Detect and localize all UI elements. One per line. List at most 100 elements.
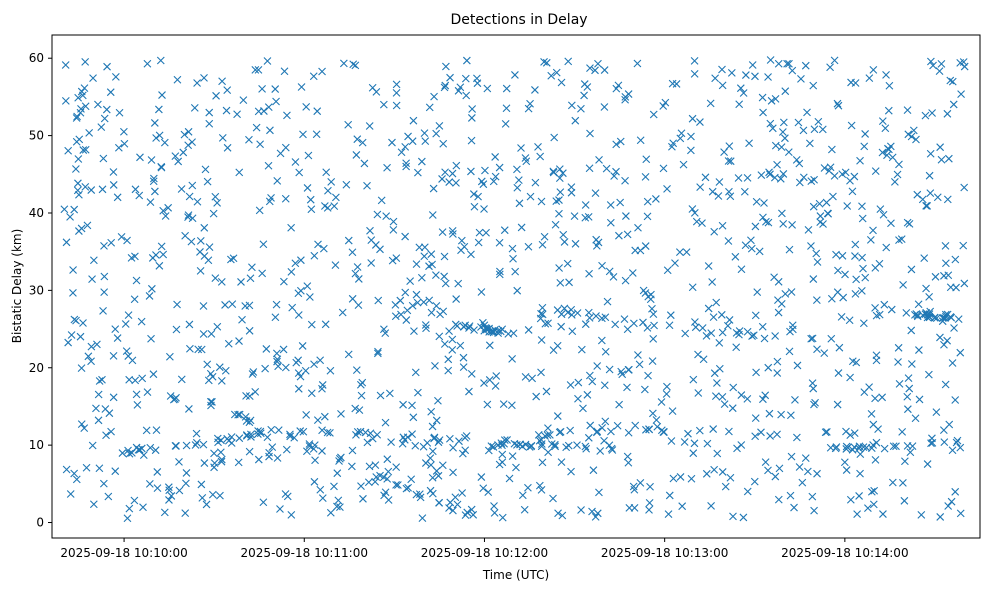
- scatter-point: [409, 413, 418, 422]
- scatter-point: [776, 174, 785, 183]
- scatter-point: [538, 458, 547, 467]
- scatter-point: [903, 441, 912, 450]
- scatter-point: [109, 393, 118, 402]
- scatter-point: [616, 137, 625, 146]
- scatter-point: [540, 57, 548, 66]
- scatter-point: [597, 336, 606, 345]
- scatter-point: [852, 275, 861, 284]
- scatter-point: [221, 366, 230, 375]
- scatter-point: [850, 429, 859, 437]
- scatter-point: [557, 458, 566, 467]
- scatter-point: [408, 430, 417, 438]
- scatter-point: [373, 349, 382, 358]
- scatter-point: [251, 66, 260, 74]
- scatter-point: [555, 264, 563, 272]
- scatter-point: [271, 313, 280, 322]
- scatter-point: [567, 101, 576, 110]
- scatter-point: [946, 313, 955, 321]
- scatter-point: [302, 447, 311, 456]
- y-tick-label: 60: [29, 51, 44, 65]
- scatter-point: [148, 254, 157, 262]
- scatter-point: [79, 146, 88, 154]
- scatter-point: [418, 514, 427, 523]
- scatter-point: [367, 259, 376, 267]
- scatter-point: [538, 240, 547, 249]
- scatter-point: [376, 391, 385, 400]
- scatter-point: [618, 370, 627, 379]
- scatter-point: [640, 385, 649, 394]
- scatter-point: [495, 460, 504, 469]
- scatter-point: [491, 153, 500, 161]
- scatter-point: [77, 364, 86, 373]
- scatter-point: [571, 116, 580, 125]
- scatter-point: [865, 383, 874, 392]
- scatter-point: [467, 505, 476, 514]
- x-axis-label: Time (UTC): [482, 568, 549, 582]
- scatter-point: [94, 100, 102, 109]
- scatter-point: [570, 212, 579, 220]
- scatter-point: [280, 67, 289, 76]
- scatter-point: [467, 250, 475, 259]
- scatter-point: [848, 187, 857, 196]
- scatter-point: [67, 331, 76, 339]
- scatter-point: [326, 366, 335, 375]
- scatter-point: [223, 143, 232, 152]
- scatter-point: [469, 190, 478, 198]
- scatter-point: [832, 443, 841, 451]
- scatter-point: [913, 190, 922, 199]
- scatter-point: [903, 106, 912, 115]
- scatter-point: [114, 143, 123, 152]
- scatter-point: [903, 392, 912, 401]
- scatter-point: [901, 457, 909, 466]
- scatter-point: [303, 282, 312, 290]
- scatter-point: [279, 277, 288, 286]
- scatter-point: [537, 197, 546, 206]
- scatter-point: [217, 277, 226, 286]
- scatter-point: [774, 308, 783, 317]
- scatter-point: [187, 237, 196, 246]
- scatter-point: [890, 177, 899, 186]
- scatter-point: [477, 177, 486, 186]
- scatter-point: [234, 410, 242, 419]
- scatter-point: [164, 203, 173, 212]
- scatter-point: [213, 434, 222, 443]
- scatter-point: [757, 171, 766, 180]
- scatter-point: [913, 312, 922, 321]
- scatter-point: [555, 165, 564, 173]
- scatter-point: [607, 444, 616, 453]
- scatter-point: [263, 57, 272, 65]
- scatter-point: [559, 169, 567, 178]
- scatter-point: [408, 301, 417, 310]
- scatter-point: [152, 134, 161, 142]
- scatter-point: [636, 136, 645, 145]
- scatter-point: [695, 426, 704, 435]
- scatter-point: [213, 322, 222, 331]
- scatter-point: [616, 198, 625, 207]
- scatter-point: [898, 427, 907, 436]
- scatter-point: [773, 357, 782, 366]
- scatter-point: [100, 272, 109, 281]
- scatter-point: [765, 409, 774, 418]
- scatter-point: [484, 446, 493, 455]
- scatter-point: [565, 278, 573, 287]
- scatter-point: [354, 301, 363, 310]
- scatter-point: [245, 135, 253, 144]
- scatter-point: [344, 120, 353, 129]
- scatter-point: [402, 316, 411, 324]
- scatter-point: [785, 347, 794, 356]
- scatter-point: [596, 447, 605, 455]
- scatter-point: [97, 123, 106, 131]
- scatter-point: [125, 504, 134, 513]
- scatter-point: [80, 424, 89, 432]
- scatter-point: [319, 244, 328, 253]
- scatter-point: [413, 298, 422, 307]
- scatter-point: [809, 81, 818, 90]
- scatter-point: [160, 138, 169, 147]
- scatter-point: [410, 327, 418, 336]
- scatter-point: [120, 139, 129, 148]
- scatter-point: [353, 263, 362, 271]
- scatter-point: [951, 255, 960, 264]
- scatter-point: [124, 352, 133, 360]
- scatter-point: [181, 231, 190, 240]
- scatter-point: [521, 373, 530, 381]
